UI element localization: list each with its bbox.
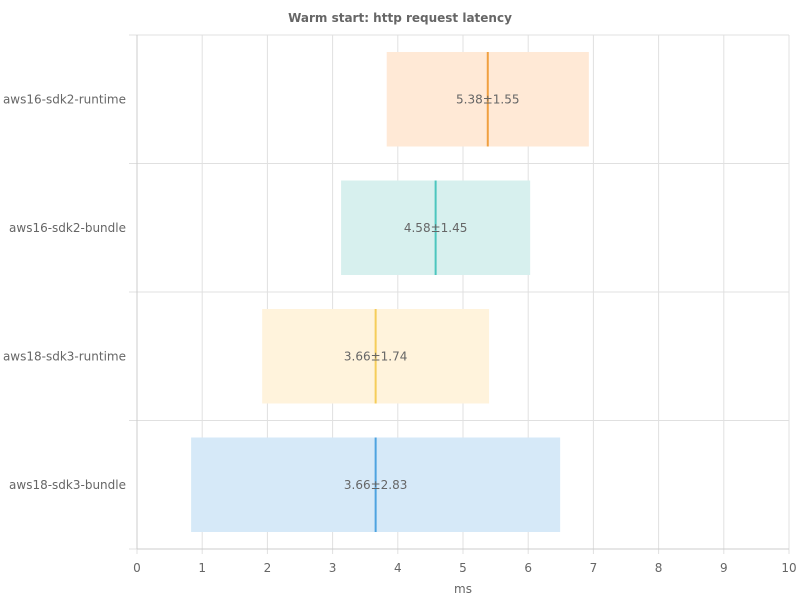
y-axis-labels: aws16-sdk2-runtime aws16-sdk2-bundle aws18… [3, 92, 126, 492]
value-label: 3.66±1.74 [344, 349, 408, 363]
y-category-label: aws16-sdk2-bundle [9, 221, 126, 235]
x-tick-label: 7 [590, 561, 598, 575]
y-category-label: aws18-sdk3-bundle [9, 478, 126, 492]
x-tick-label: 10 [781, 561, 796, 575]
value-label: 3.66±2.83 [344, 478, 408, 492]
x-tick-label: 3 [329, 561, 337, 575]
value-label: 5.38±1.55 [456, 92, 520, 106]
value-label: 4.58±1.45 [404, 221, 468, 235]
x-tick-label: 2 [264, 561, 272, 575]
y-category-label: aws16-sdk2-runtime [3, 92, 126, 106]
x-axis-title: ms [454, 582, 472, 596]
x-tick-label: 5 [459, 561, 467, 575]
chart-title: Warm start: http request latency [288, 11, 512, 25]
x-tick-label: 8 [655, 561, 663, 575]
x-tick-label: 0 [133, 561, 141, 575]
x-tick-label: 9 [720, 561, 728, 575]
x-tick-label: 1 [198, 561, 206, 575]
x-tick-label: 6 [524, 561, 532, 575]
x-tick-label: 4 [394, 561, 402, 575]
x-axis-ticks: 0 1 2 3 4 5 6 7 8 9 10 [133, 561, 796, 575]
mean-lines [374, 52, 489, 532]
value-labels: 5.38±1.55 4.58±1.45 3.66±1.74 3.66±2.83 [344, 92, 520, 492]
y-category-label: aws18-sdk3-runtime [3, 349, 126, 363]
